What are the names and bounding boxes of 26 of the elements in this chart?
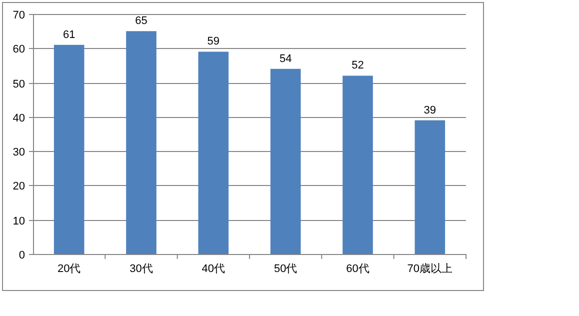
bar — [414, 120, 446, 254]
data-label: 59 — [207, 36, 220, 48]
y-tick-label: 0 — [18, 250, 25, 262]
y-tick-label: 60 — [12, 44, 25, 56]
y-tick-label: 20 — [12, 180, 25, 192]
bar — [270, 68, 301, 254]
x-tick-label: 60代 — [346, 263, 370, 275]
bar — [126, 31, 156, 254]
data-label: 54 — [279, 52, 292, 65]
y-tick-label: 50 — [12, 78, 25, 90]
x-tick-label: 20代 — [57, 263, 81, 275]
y-tick-label: 70 — [12, 10, 25, 22]
bar — [54, 44, 84, 254]
y-tick-label: 30 — [12, 146, 25, 158]
data-label: 39 — [424, 104, 436, 116]
x-tick-label: 50代 — [274, 263, 298, 275]
data-label: 61 — [62, 28, 76, 41]
x-tick-label: 70歳以上 — [407, 262, 453, 275]
bar — [198, 52, 229, 254]
data-label: 65 — [135, 15, 148, 28]
y-tick-label: 10 — [12, 216, 25, 228]
x-tick-label: 30代 — [130, 263, 153, 275]
data-label: 52 — [352, 60, 364, 72]
x-tick-label: 40代 — [202, 263, 226, 275]
y-tick-label: 40 — [12, 112, 25, 124]
bar — [342, 76, 373, 254]
